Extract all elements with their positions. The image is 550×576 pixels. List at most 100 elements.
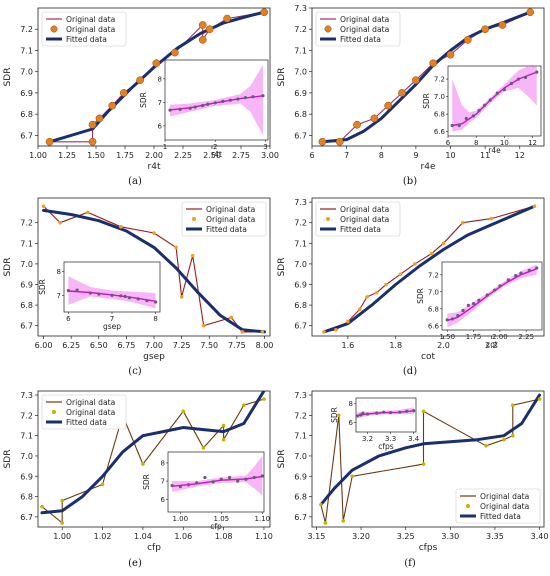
inset-x-tick-label: 3.3 (385, 435, 396, 443)
legend-label: Original data (206, 215, 255, 224)
y-tick-label: 6.7 (294, 322, 307, 331)
inset-data-point (398, 410, 402, 414)
inset-y-tick-label: 7.2 (434, 76, 445, 84)
x-axis-label: r4t (148, 162, 161, 172)
inset-plot: 3.2 3.3 3.4 6 8 cfps SDR (330, 397, 420, 451)
legend-label: Fitted data (66, 418, 107, 427)
data-point (136, 76, 144, 85)
inset-data-point (405, 409, 409, 413)
x-tick-label: 1.04 (134, 532, 152, 541)
x-tick-label: 2.50 (203, 151, 221, 160)
data-point (510, 403, 515, 408)
inset-data-point (495, 91, 499, 95)
inset-x-tick-label: 6 (66, 315, 71, 323)
y-tick-label: 7.3 (20, 391, 33, 400)
data-point (336, 413, 341, 418)
data-point (421, 409, 426, 414)
legend-box (181, 201, 267, 237)
inset-y-tick-label: 6 (158, 122, 163, 130)
inset-data-point (221, 99, 225, 104)
x-tick-label: 1.75 (116, 151, 134, 160)
inset-data-point (227, 475, 232, 480)
inset-x-tick-label: 2.25 (518, 333, 534, 341)
inset-y-tick-label: 6.8 (434, 111, 445, 119)
legend-label: Original data (340, 205, 389, 214)
data-point (429, 59, 438, 68)
data-point (60, 521, 65, 525)
inset-y-axis-label: SDR (38, 279, 47, 295)
legend-label: Original data (66, 408, 115, 417)
plot-area (322, 204, 537, 334)
inset-x-tick-label: 10 (500, 139, 509, 147)
data-point (41, 204, 46, 209)
y-tick-label: 6.9 (20, 89, 33, 98)
inset-plot: 6 8 10 12 6.6 6.8 7.0 7.2 r4e SDR (422, 65, 542, 155)
legend-box (41, 394, 127, 430)
x-tick-label: 1.50 (87, 151, 105, 160)
data-point (350, 474, 354, 479)
inset-data-point (477, 298, 481, 302)
inset-data-point (195, 481, 199, 485)
inset-data-point (119, 294, 123, 298)
x-tick-label: 1.02 (94, 532, 112, 541)
data-point (365, 295, 369, 299)
inset-data-point (450, 123, 454, 128)
y-tick-label: 7.1 (294, 239, 307, 248)
data-point (119, 89, 128, 97)
x-axis-label: cfp (147, 543, 161, 553)
legend-box (315, 11, 401, 47)
y-tick-label: 6.8 (294, 301, 307, 310)
inset-y-tick-label: 7 (161, 478, 165, 486)
x-tick-label: 3.30 (441, 532, 459, 541)
legend-label: Original data (480, 502, 529, 511)
panel-caption: (d) (403, 366, 417, 377)
x-tick-label: 2.25 (174, 151, 192, 160)
data-point (429, 251, 434, 256)
legend-label: Fitted data (340, 35, 381, 44)
inset-data-point (154, 300, 158, 304)
inset-data-point (201, 104, 205, 108)
data-point (441, 241, 446, 246)
panel-caption: (b) (403, 176, 417, 187)
inset-area (66, 276, 158, 309)
inset-y-axis-label: SDR (142, 474, 151, 490)
series-fitted-line (319, 393, 541, 507)
inset-data-point (519, 271, 523, 275)
inset-data-point (382, 410, 386, 414)
inset-data-point (359, 413, 363, 417)
y-tick-label: 7.1 (20, 432, 33, 441)
inset-x-tick-label: 3.2 (362, 435, 373, 443)
inset-x-axis-label: r4e (488, 146, 501, 155)
inset-data-point (188, 106, 192, 110)
inset-data-point (88, 291, 92, 295)
inset-x-tick-label: 8 (474, 139, 478, 147)
x-tick-label: 3.15 (308, 532, 326, 541)
inset-data-point (75, 288, 79, 292)
legend-label: Original data (340, 215, 389, 224)
data-point (262, 397, 266, 401)
data-point (421, 462, 426, 466)
inset-data-point (127, 296, 132, 300)
inset-x-tick-label: 1.05 (214, 515, 230, 523)
y-axis-label: SDR (3, 258, 13, 277)
legend-label: Original data (340, 25, 389, 34)
inset-data-point (389, 411, 393, 415)
y-tick-label: 6.9 (294, 281, 307, 290)
panel-caption: (e) (128, 558, 142, 569)
x-tick-label: 1.25 (58, 151, 76, 160)
series-fitted-line (322, 204, 536, 334)
legend-label: Fitted data (66, 35, 107, 44)
x-tick-label: 1.08 (215, 532, 233, 541)
x-tick-label: 10 (445, 151, 455, 160)
inset-data-point (203, 475, 207, 480)
data-point (489, 216, 494, 221)
x-tick-label: 1.8 (389, 341, 402, 350)
x-tick-label: 6.75 (117, 341, 135, 350)
x-tick-label: 6 (309, 151, 314, 160)
data-point (221, 423, 226, 428)
data-point (223, 14, 231, 23)
y-tick-label: 6.8 (294, 110, 307, 119)
inset-data-point (170, 484, 174, 488)
y-tick-label: 6.9 (294, 89, 307, 98)
